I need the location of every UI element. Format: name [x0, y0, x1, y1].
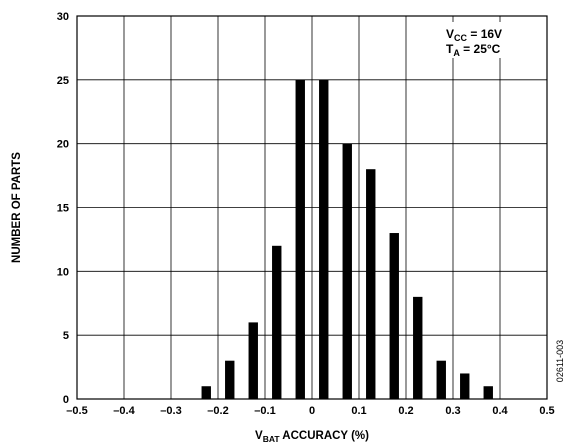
x-tick-label: –0.4	[113, 405, 135, 417]
figure-code: 02611-003	[555, 340, 565, 382]
bar	[366, 169, 376, 399]
grid-lines	[77, 16, 547, 399]
y-axis-label: NUMBER OF PARTS	[11, 152, 23, 263]
annotation-background	[438, 22, 544, 58]
x-axis-label: VBAT ACCURACY (%)	[255, 430, 369, 444]
x-tick-label: 0.4	[492, 405, 508, 417]
y-tick-label: 25	[57, 75, 69, 87]
bar	[460, 373, 470, 399]
bar	[225, 360, 235, 399]
y-tick-label: 15	[57, 203, 69, 215]
y-tick-label: 0	[63, 394, 69, 406]
y-tick-label: 10	[57, 266, 69, 278]
bars	[201, 79, 493, 399]
bar	[295, 79, 305, 399]
x-tick-label: –0.5	[66, 405, 87, 417]
plot-frame	[76, 15, 548, 400]
bar	[272, 245, 282, 399]
x-tick-labels: –0.5 –0.4 –0.3 –0.2 –0.1 0 0.1 0.2 0.3 0.4 0.5	[66, 405, 554, 417]
y-tick-label: 30	[57, 11, 69, 23]
bar	[436, 360, 446, 399]
bar	[248, 322, 258, 399]
y-tick-labels: 0 5 10 15 20 25 30	[57, 11, 69, 406]
x-tick-label: –0.2	[207, 405, 228, 417]
y-tick-label: 5	[63, 330, 69, 342]
bar	[201, 386, 211, 399]
annotation-ta: TA = 25°C	[446, 42, 501, 58]
x-tick-label: 0	[309, 405, 315, 417]
x-tick-label: 0.1	[351, 405, 366, 417]
x-tick-label: –0.3	[160, 405, 181, 417]
bar	[389, 233, 399, 399]
x-tick-label: 0.2	[398, 405, 413, 417]
bar	[319, 79, 329, 399]
x-tick-label: 0.5	[539, 405, 554, 417]
bar	[483, 386, 493, 399]
bar	[342, 143, 352, 399]
y-tick-label: 20	[57, 139, 69, 151]
x-tick-label: 0.3	[445, 405, 460, 417]
annotation-vcc: VCC = 16V	[446, 27, 502, 43]
x-tick-label: –0.1	[254, 405, 275, 417]
bar	[413, 296, 423, 399]
